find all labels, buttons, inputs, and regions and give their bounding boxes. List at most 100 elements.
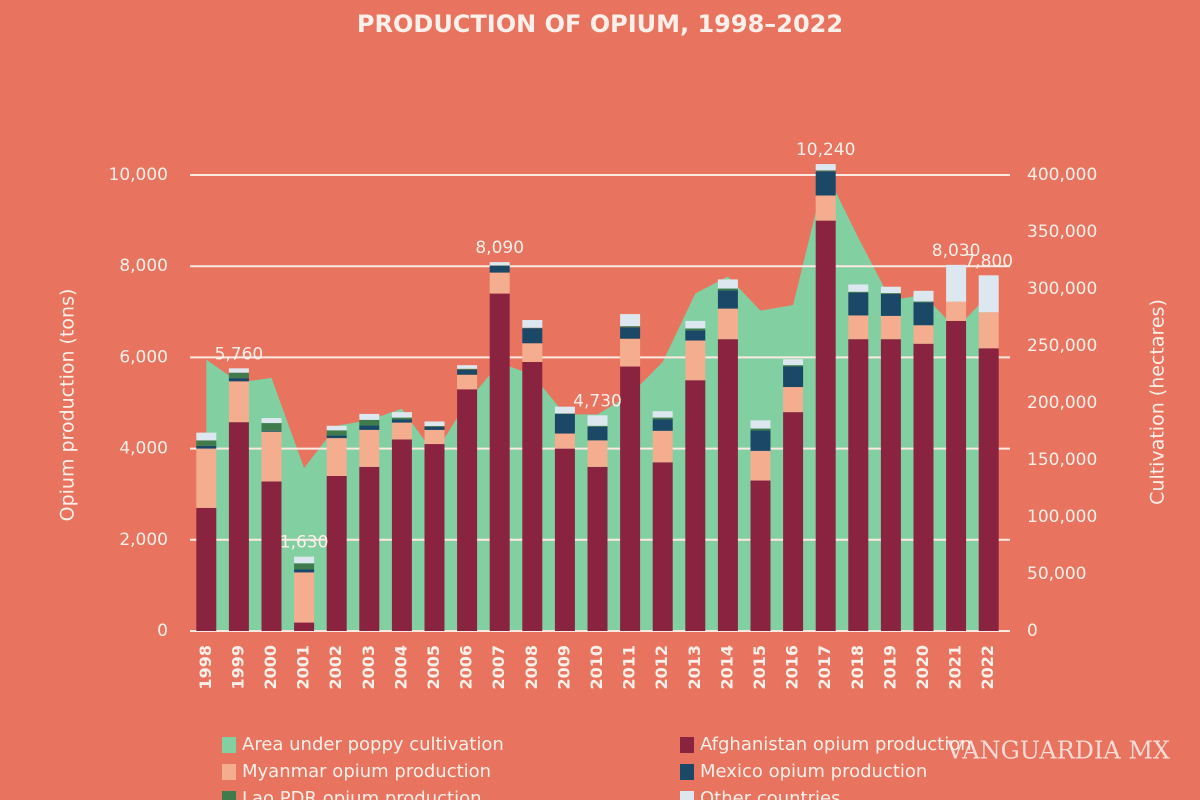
x-tick-label: 2010	[587, 645, 606, 690]
bar-segment	[717, 290, 738, 309]
legend-swatch	[222, 737, 236, 753]
bar-segment	[652, 430, 673, 463]
total-label: 4,730	[573, 391, 622, 411]
legend-swatch	[222, 791, 236, 800]
bar-segment	[815, 164, 836, 171]
legend-swatch	[222, 764, 236, 780]
bar-segment	[196, 507, 217, 631]
y-tick-label: 8,000	[119, 256, 168, 276]
bar-segment	[848, 315, 869, 340]
bar-segment	[620, 338, 641, 367]
bar-segment	[880, 315, 901, 340]
total-label: 7,800	[964, 251, 1013, 271]
legend-label: Afghanistan opium production	[700, 734, 972, 755]
bar-segment	[261, 481, 282, 631]
bar-segment	[326, 430, 347, 436]
x-tick-label: 2018	[848, 645, 867, 690]
bar-segment	[261, 423, 282, 431]
bar-segment	[196, 448, 217, 508]
total-label: 5,760	[215, 344, 264, 364]
x-tick-label: 2015	[750, 645, 769, 690]
bar-segment	[652, 462, 673, 631]
x-tick-label: 1999	[228, 645, 247, 690]
bar-segment	[359, 419, 380, 426]
bar-segment	[554, 448, 575, 631]
total-label: 8,030	[932, 241, 981, 261]
bar-segment	[294, 556, 315, 564]
bar-segment	[457, 374, 478, 390]
bar-segment	[294, 622, 315, 631]
y2-tick-label: 300,000	[1027, 279, 1097, 299]
y2-axis-label: Cultivation (hectares)	[1147, 299, 1169, 505]
x-tick-label: 2002	[326, 645, 345, 690]
bar-segment	[457, 368, 478, 370]
bar-segment	[685, 330, 706, 341]
bar-segment	[652, 411, 673, 418]
bar-segment	[294, 572, 315, 623]
legend-label: Mexico opium production	[700, 761, 927, 782]
bar-segment	[652, 419, 673, 431]
bar-segment	[815, 220, 836, 631]
bar-segment	[261, 430, 282, 432]
bar-segment	[489, 272, 510, 294]
bar-segment	[946, 264, 967, 302]
legend-swatch	[680, 764, 694, 780]
bar-segment	[587, 440, 608, 467]
bar-segment	[522, 328, 543, 344]
total-label: 8,090	[475, 238, 524, 258]
x-tick-label: 2007	[489, 645, 508, 690]
bar-segment	[424, 421, 445, 427]
bar-segment	[522, 320, 543, 328]
y-tick-label: 2,000	[119, 530, 168, 550]
y2-tick-label: 50,000	[1027, 564, 1086, 584]
x-tick-label: 2021	[946, 645, 965, 690]
bar-segment	[783, 387, 804, 413]
bar-segment	[880, 294, 901, 316]
bar-segment	[391, 412, 412, 418]
total-label: 10,240	[796, 140, 855, 160]
bar-segment	[391, 439, 412, 631]
x-tick-label: 2000	[261, 645, 280, 690]
bar-segment	[978, 275, 999, 313]
y2-tick-label: 400,000	[1027, 165, 1097, 185]
bar-segment	[424, 426, 445, 427]
bar-segment	[717, 279, 738, 289]
y2-tick-label: 0	[1027, 621, 1038, 641]
bar-segment	[946, 320, 967, 631]
x-tick-label: 2001	[294, 645, 313, 690]
bar-segment	[750, 480, 771, 631]
bar-segment	[815, 170, 836, 172]
y-tick-label: 6,000	[119, 347, 168, 367]
bar-segment	[326, 475, 347, 631]
bar-segment	[685, 340, 706, 381]
bar-segment	[196, 440, 217, 446]
x-tick-label: 2013	[685, 645, 704, 690]
bar-segment	[880, 293, 901, 295]
legend-label: Area under poppy cultivation	[242, 734, 504, 755]
bar-segment	[978, 312, 999, 349]
bar-segment	[424, 426, 445, 430]
bar-segment	[489, 293, 510, 631]
bar-segment	[587, 426, 608, 441]
x-tick-label: 2017	[815, 645, 834, 690]
legend-label: Other countries	[700, 788, 840, 800]
x-tick-label: 2016	[783, 645, 802, 690]
bar-segment	[620, 326, 641, 328]
bar-segment	[228, 381, 249, 423]
bar-segment	[457, 369, 478, 375]
legend-swatch	[680, 737, 694, 753]
bar-segment	[554, 413, 575, 434]
bar-segment	[750, 450, 771, 481]
y2-tick-label: 200,000	[1027, 393, 1097, 413]
y-axis-label: Opium production (tons)	[57, 289, 79, 522]
y-tick-label: 0	[157, 621, 168, 641]
y2-tick-label: 250,000	[1027, 336, 1097, 356]
bar-segment	[848, 291, 869, 293]
legend-swatch	[680, 791, 694, 800]
bar-segment	[620, 327, 641, 339]
bar-segment	[783, 366, 804, 388]
x-tick-label: 2014	[717, 645, 736, 690]
bar-segment	[750, 430, 771, 451]
